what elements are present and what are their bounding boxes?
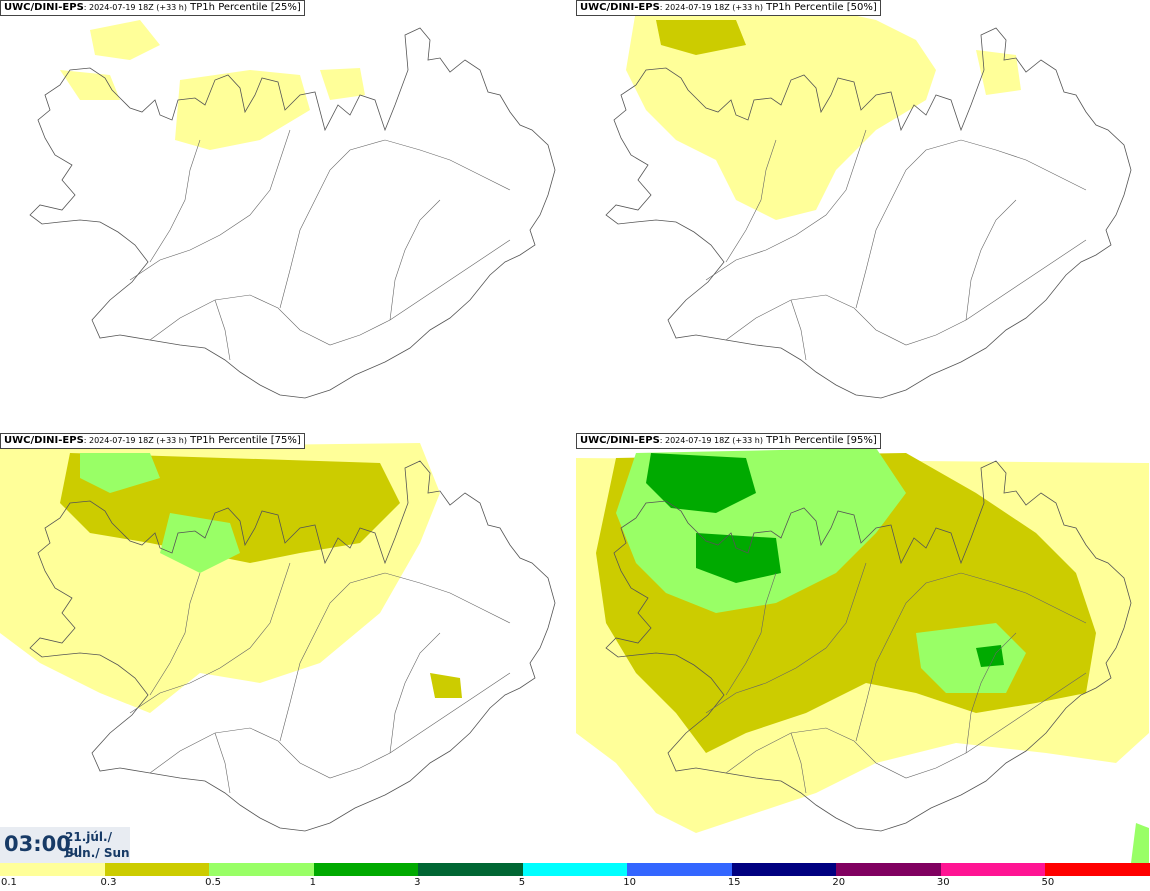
precip-field-95 — [576, 448, 1149, 863]
field-name: TP1h Percentile [25%] — [190, 2, 301, 13]
road-network — [129, 562, 511, 794]
run-info: : 2024-07-19 18Z (+33 h) — [83, 3, 187, 12]
legend-label: 0.3 — [100, 877, 117, 888]
precip-area — [696, 533, 781, 583]
iceland-coastline — [605, 27, 1132, 399]
road-network — [129, 129, 511, 361]
legend-swatch — [522, 863, 628, 876]
valid-time: 03:00 — [4, 832, 71, 856]
precip-area — [646, 453, 756, 513]
iceland-coastline — [29, 460, 556, 832]
precip-map-50 — [605, 5, 1132, 399]
precip-area — [626, 5, 936, 220]
panel-title-95: UWC/DINI-EPS: 2024-07-19 18Z (+33 h) TP1… — [576, 433, 881, 449]
map-panel-95: UWC/DINI-EPS: 2024-07-19 18Z (+33 h) TP1… — [576, 433, 1149, 863]
map-panel-75: UWC/DINI-EPS: 2024-07-19 18Z (+33 h) TP1… — [0, 433, 573, 863]
valid-time-box: 03:00 21.júl./ Jul Sun./ Sun — [0, 827, 130, 863]
legend-swatch — [1045, 863, 1150, 876]
road-network — [705, 129, 1087, 361]
model-name: UWC/DINI-EPS — [580, 435, 660, 446]
legend-label: 0.1 — [1, 877, 17, 888]
legend-swatch — [209, 863, 314, 876]
field-name: TP1h Percentile [50%] — [766, 2, 877, 13]
precip-field-25 — [60, 20, 365, 150]
legend-swatch — [313, 863, 419, 876]
legend-colorbar — [0, 863, 1150, 876]
valid-weekday: Sun./ Sun — [65, 846, 130, 860]
precip-area — [60, 70, 120, 100]
precip-area — [656, 20, 746, 55]
panel-title-25: UWC/DINI-EPS: 2024-07-19 18Z (+33 h) TP1… — [0, 0, 305, 16]
legend-label: 20 — [832, 877, 846, 888]
precip-legend: 0.1 0.3 0.5 1 3 5 10 15 20 30 50 — [0, 863, 1150, 891]
precip-map-25 — [29, 20, 556, 399]
legend-label: 0.5 — [205, 877, 221, 888]
legend-label: 10 — [623, 877, 636, 888]
road-network — [705, 562, 1087, 794]
panel-title-75: UWC/DINI-EPS: 2024-07-19 18Z (+33 h) TP1… — [0, 433, 305, 449]
legend-label: 3 — [414, 877, 421, 888]
precip-area — [916, 623, 1026, 693]
precip-area — [976, 50, 1021, 95]
precip-area — [90, 20, 160, 60]
precip-area — [160, 513, 240, 573]
precip-map-75 — [0, 443, 556, 832]
legend-label: 5 — [518, 877, 526, 888]
precip-field-75 — [0, 443, 462, 713]
legend-label: 30 — [936, 877, 950, 888]
legend-swatch — [104, 863, 210, 876]
panel-title-50: UWC/DINI-EPS: 2024-07-19 18Z (+33 h) TP1… — [576, 0, 881, 16]
precip-area — [430, 673, 462, 698]
precip-area — [1131, 823, 1149, 863]
precip-map-95 — [576, 448, 1149, 863]
legend-swatch — [731, 863, 837, 876]
model-name: UWC/DINI-EPS — [4, 2, 84, 13]
field-name: TP1h Percentile [95%] — [766, 435, 877, 446]
map-panel-25: UWC/DINI-EPS: 2024-07-19 18Z (+33 h) TP1… — [0, 0, 573, 430]
precip-area — [80, 453, 160, 493]
model-name: UWC/DINI-EPS — [580, 2, 660, 13]
map-panel-50: UWC/DINI-EPS: 2024-07-19 18Z (+33 h) TP1… — [576, 0, 1149, 430]
precip-field-50 — [626, 5, 1021, 220]
legend-label: 15 — [727, 877, 741, 888]
field-name: TP1h Percentile [75%] — [190, 435, 301, 446]
precip-area — [320, 68, 365, 100]
precip-area — [175, 70, 310, 150]
legend-swatch — [627, 863, 732, 876]
model-name: UWC/DINI-EPS — [4, 435, 84, 446]
run-info: : 2024-07-19 18Z (+33 h) — [659, 436, 763, 445]
run-info: : 2024-07-19 18Z (+33 h) — [659, 3, 763, 12]
run-info: : 2024-07-19 18Z (+33 h) — [83, 436, 187, 445]
legend-label: 1 — [309, 877, 316, 888]
valid-date: 21.júl./ Jul — [65, 830, 112, 858]
precip-area — [976, 645, 1004, 667]
legend-labels: 0.1 0.3 0.5 1 3 5 10 15 20 30 50 — [0, 877, 1150, 891]
iceland-coastline — [605, 460, 1132, 832]
legend-swatch — [418, 863, 523, 876]
legend-swatch — [940, 863, 1046, 876]
legend-swatch — [836, 863, 941, 876]
legend-swatch — [0, 863, 105, 876]
iceland-coastline — [29, 27, 556, 399]
legend-label: 50 — [1041, 877, 1055, 888]
